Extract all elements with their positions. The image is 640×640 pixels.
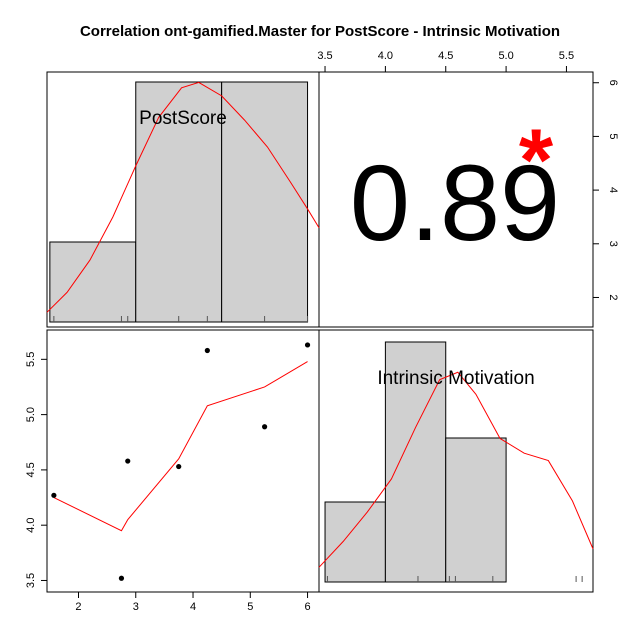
y-tick-label: 3.5: [25, 573, 37, 588]
scatter-smooth-line: [53, 361, 308, 532]
postscore-histogram: [46, 81, 320, 323]
right-tick-label: 4: [607, 187, 619, 193]
scatter-point: [125, 458, 131, 464]
postscore-density-curve: [46, 81, 320, 313]
panel-frame-bottom-left: [46, 329, 320, 593]
chart-title: Correlation ont-gamified.Master for Post…: [80, 23, 560, 40]
y-tick-label: 5.0: [25, 407, 37, 422]
scatter-point: [176, 463, 182, 470]
intrinsic-bar: [445, 437, 507, 583]
right-tick-label: 5: [607, 133, 619, 139]
intrinsic-bar: [384, 341, 447, 583]
intrinsic-histogram: [318, 341, 594, 583]
top-tick-label: 4.5: [438, 50, 453, 62]
x-tick-label: 3: [133, 601, 139, 613]
scatter-point: [262, 424, 268, 430]
scatter-point: [118, 575, 125, 581]
panel-frame-top-right: [318, 71, 594, 328]
scatter-point: [51, 492, 57, 498]
y-tick-label: 5.5: [25, 352, 37, 367]
x-tick-label: 2: [75, 601, 81, 613]
y-tick-label: 4.5: [25, 462, 37, 477]
intrinsic-bar: [324, 501, 386, 583]
scatter-panel: [51, 342, 311, 581]
top-tick-label: 5.5: [559, 50, 574, 62]
x-tick-label: 5: [247, 601, 253, 613]
postscore-bar: [221, 81, 309, 323]
scatter-point: [204, 347, 210, 354]
scatter-point: [304, 342, 311, 348]
panel-frame-bottom-right: [318, 329, 594, 593]
top-tick-label: 5.0: [498, 50, 513, 62]
top-tick-label: 4.0: [378, 50, 393, 62]
y-tick-label: 4.0: [25, 518, 37, 533]
x-tick-label: 6: [304, 601, 310, 613]
correlation-value: 0.89: [350, 142, 560, 263]
right-tick-label: 6: [607, 80, 619, 86]
intrinsic-label: Intrinsic Motivation: [377, 368, 534, 389]
intrinsic-density-curve: [318, 371, 594, 568]
x-tick-label: 4: [190, 601, 196, 613]
right-tick-label: 2: [607, 294, 619, 300]
significance-star: *: [519, 110, 554, 209]
axes: 2 3 4 5 6 3.5 4.0 4.5 5.0 5.5 3.5 4.0 4.5 5.0 5.5 2 3 4 5 6: [25, 50, 619, 613]
right-tick-label: 3: [607, 241, 619, 247]
top-tick-label: 3.5: [317, 50, 332, 62]
postscore-label: PostScore: [139, 108, 227, 129]
